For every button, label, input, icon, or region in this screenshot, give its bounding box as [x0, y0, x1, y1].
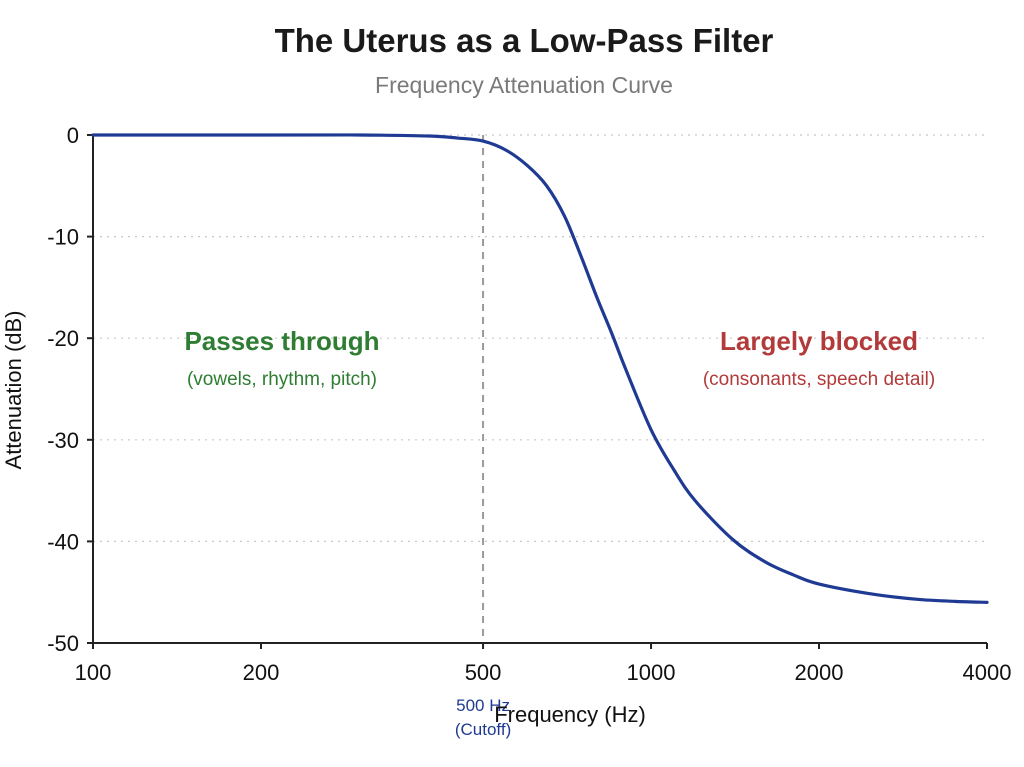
attenuation-curve [91, 133, 989, 604]
cutoff-label-value: 500 Hz [456, 696, 510, 715]
x-tick-label: 500 [465, 660, 502, 685]
x-tick-label: 4000 [963, 660, 1012, 685]
y-tick-label: -20 [47, 326, 79, 351]
y-tick-label: -40 [47, 529, 79, 554]
x-tick-label: 2000 [795, 660, 844, 685]
y-tick-label: -50 [47, 631, 79, 656]
annotation-heading: Largely blocked [720, 326, 918, 356]
annotation-heading: Passes through [184, 326, 379, 356]
region-annotations: Passes through (vowels, rhythm, pitch) Lar… [184, 326, 935, 390]
y-tick-label: 0 [67, 123, 79, 148]
annotation-detail: (consonants, speech detail) [703, 369, 935, 390]
annotation-detail: (vowels, rhythm, pitch) [187, 369, 377, 390]
y-tick-label: -30 [47, 428, 79, 453]
x-axis-title: Frequency (Hz) [494, 702, 646, 727]
y-tick-labels: 0 -10 -20 -30 -40 -50 [47, 123, 93, 656]
x-tick-label: 100 [75, 660, 112, 685]
x-tick-labels: 100 200 500 1000 2000 4000 [75, 643, 1012, 685]
x-tick-label: 1000 [627, 660, 676, 685]
y-tick-label: -10 [47, 225, 79, 250]
y-axis-title: Attenuation (dB) [1, 311, 26, 470]
chart-subtitle: Frequency Attenuation Curve [375, 72, 673, 98]
x-tick-label: 200 [243, 660, 280, 685]
cutoff-label-note: (Cutoff) [455, 720, 511, 739]
chart-title: The Uterus as a Low-Pass Filter [275, 22, 774, 59]
